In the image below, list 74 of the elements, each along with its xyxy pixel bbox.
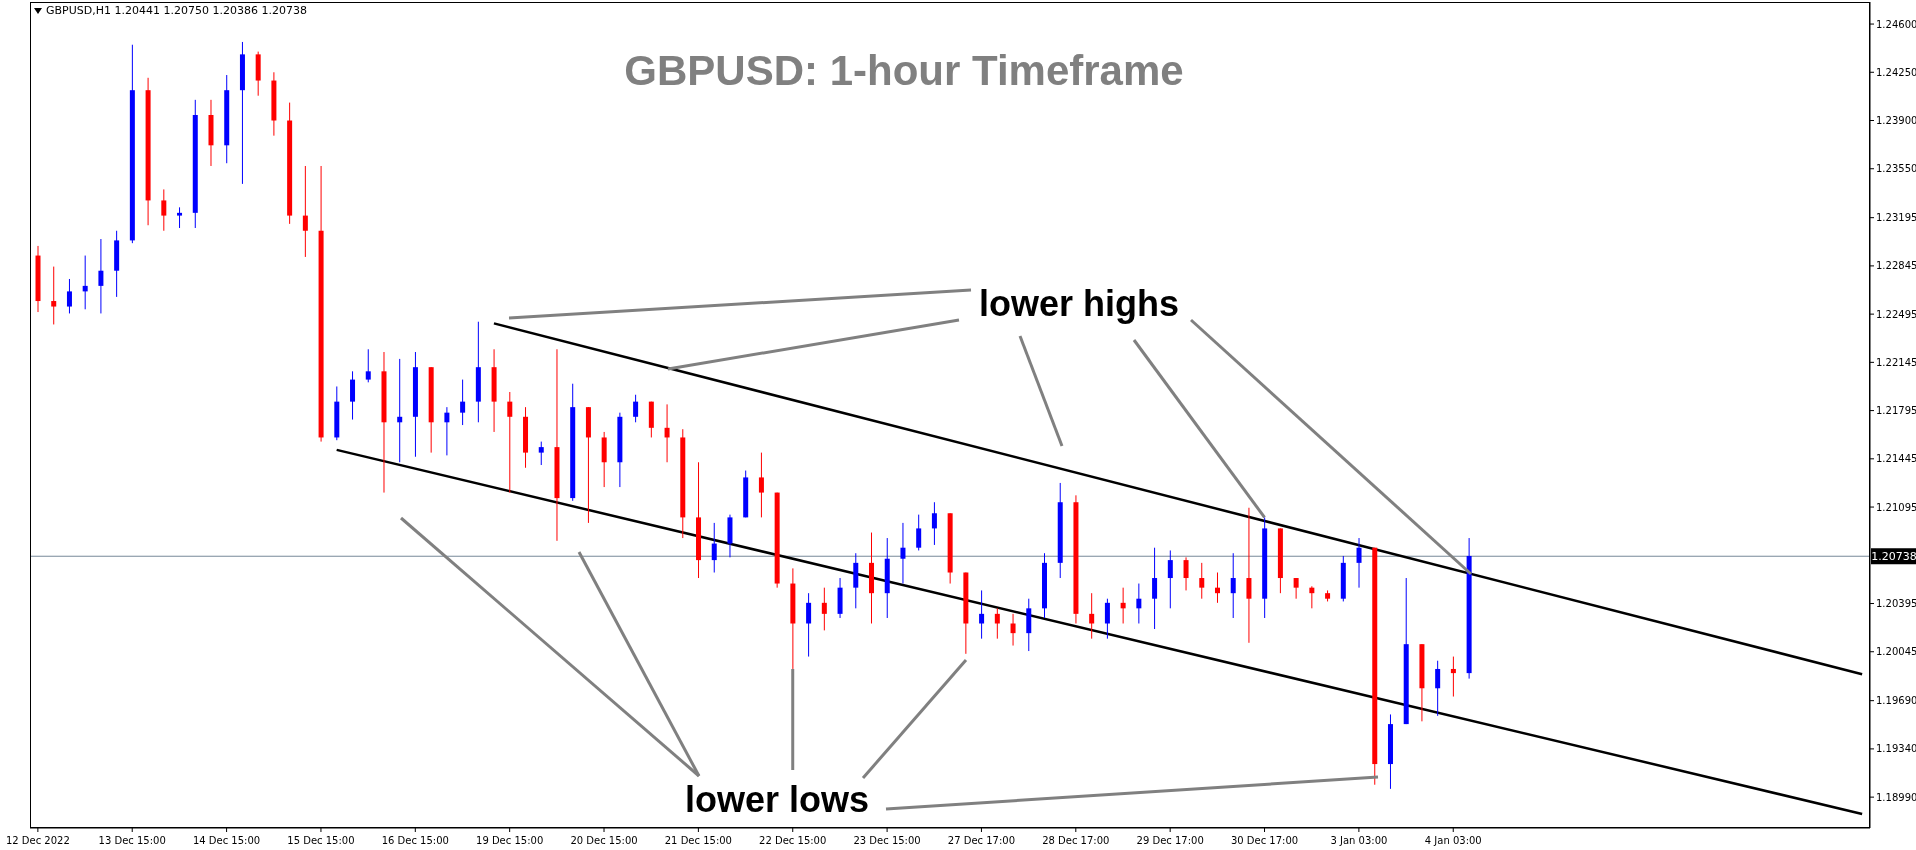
y-tick-label: 1.19690 [1876,695,1916,707]
candlestick [1010,613,1016,647]
y-tick-label: 1.21795 [1876,405,1916,417]
candlestick [979,589,985,640]
x-tick-label: 4 Jan 03:00 [1424,835,1482,846]
y-tick-label: 1.21095 [1876,501,1916,513]
y-tick-label: 1.22145 [1876,356,1916,368]
candlestick [900,522,906,585]
candlestick [365,348,371,383]
y-tick-label: 1.24250 [1876,66,1916,78]
candlestick [161,188,167,232]
candlestick [1450,656,1456,698]
x-tick-label: 16 Dec 15:00 [381,835,449,846]
candlestick [664,403,670,463]
text: GBPUSD: 1-hour Timeframe [624,47,1184,95]
y-tick-label: 1.24600 [1876,18,1916,30]
candlestick [1199,562,1205,600]
x-tick-label: 15 Dec 15:00 [287,835,355,846]
candlestick [444,406,450,456]
candlestick [66,278,72,314]
candlestick [1089,592,1095,640]
x-tick-label: 3 Jan 03:00 [1330,835,1388,846]
candlestick [350,370,356,421]
candlestick [177,206,183,229]
chart-subtitle: GBPUSD,H1 1.20441 1.20750 1.20386 1.20738 [46,4,307,17]
x-tick-label: 20 Dec 15:00 [570,835,638,846]
y-tick-label: 1.18990 [1876,791,1916,803]
candlestick [931,501,937,546]
candlestick [1167,549,1173,609]
candlestick [758,452,764,518]
candlestick [460,379,466,426]
candlestick [1356,537,1362,589]
x-tick-label: 22 Dec 15:00 [759,835,827,846]
y-tick-label: 1.20045 [1876,646,1916,658]
x-tick-label: 19 Dec 15:00 [476,835,544,846]
x-tick-label: 28 Dec 17:00 [1042,835,1110,846]
candlestick [1435,660,1441,717]
x-tick-label: 14 Dec 15:00 [192,835,261,846]
candlestick [538,441,544,466]
x-tick-label: 13 Dec 15:00 [98,835,166,846]
candlestick [507,391,513,494]
y-tick-label: 1.23550 [1876,163,1916,175]
candlestick [1183,556,1189,591]
ref-line-label: 1.20738 [1871,550,1916,564]
x-tick-label: 29 Dec 17:00 [1136,835,1204,846]
candlestick [1246,507,1252,644]
candlestick [1136,583,1142,624]
annotation: lower highs [974,283,1184,325]
candlestick [1293,577,1299,600]
x-tick-label: 27 Dec 17:00 [947,835,1016,846]
y-tick-label: 1.23195 [1876,212,1916,224]
candlestick [806,592,812,658]
x-tick-label: 30 Dec 17:00 [1230,835,1299,846]
y-tick-label: 1.19340 [1876,743,1916,755]
y-tick-label: 1.23900 [1876,115,1916,127]
y-tick-label: 1.20395 [1876,598,1916,610]
candlestick [633,394,639,423]
candlestick [51,266,57,325]
candlestick [711,522,717,574]
candlestick [302,165,308,258]
y-tick-label: 1.22495 [1876,308,1916,320]
candlestick [1230,552,1236,619]
x-tick-label: 12 Dec 2022 [5,835,70,846]
candlestick [1152,547,1158,630]
x-tick-label: 23 Dec 15:00 [853,835,921,846]
candlestick [98,238,104,314]
candlestick [1104,598,1110,640]
y-tick-label: 1.21445 [1876,453,1916,465]
annotation: lower lows [680,779,874,821]
candlestick [821,587,827,631]
y-tick-label: 1.22845 [1876,260,1916,272]
x-tick-label: 21 Dec 15:00 [664,835,733,846]
candlestick [916,514,922,551]
candlestick [994,607,1000,640]
